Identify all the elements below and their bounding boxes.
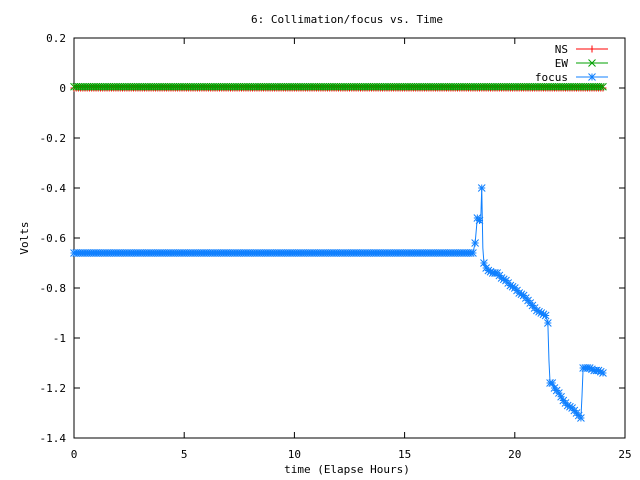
x-tick-label: 25	[618, 448, 631, 461]
x-axis-label: time (Elapse Hours)	[284, 463, 410, 476]
chart-title: 6: Collimation/focus vs. Time	[251, 13, 443, 26]
data-point	[475, 216, 484, 225]
data-point	[477, 184, 486, 192]
series-ew	[70, 82, 607, 91]
legend-label: EW	[555, 57, 569, 70]
series-line	[74, 187, 604, 420]
series-focus	[70, 184, 607, 422]
y-tick-label: -1	[53, 332, 66, 345]
legend-label: NS	[555, 43, 568, 56]
y-tick-label: -0.8	[40, 282, 67, 295]
data-point	[541, 311, 550, 320]
y-axis-label: Volts	[18, 221, 31, 254]
data-point	[577, 414, 585, 422]
y-tick-label: -0.4	[40, 182, 67, 195]
data-point	[544, 319, 552, 327]
data-point	[599, 369, 607, 377]
series-ns	[70, 84, 607, 92]
x-tick-label: 15	[398, 448, 411, 461]
axes: 0 5 10 15 20 25 0.2 0 -0.2 -0.4 -0.6 -0.8 -1 -1.2 -1.4	[40, 32, 632, 461]
series-layer	[70, 82, 607, 422]
data-point	[588, 73, 596, 81]
y-tick-label: -0.2	[40, 132, 67, 145]
y-tick-label: 0.2	[46, 32, 66, 45]
y-tick-label: -1.4	[40, 432, 67, 445]
data-point	[471, 239, 479, 247]
x-tick-label: 20	[508, 448, 521, 461]
data-point	[588, 45, 596, 53]
data-point	[588, 59, 596, 67]
y-tick-label: -1.2	[40, 382, 67, 395]
data-point	[599, 84, 607, 92]
x-tick-label: 0	[71, 448, 78, 461]
y-tick-label: 0	[59, 82, 66, 95]
y-tick-label: -0.6	[40, 232, 67, 245]
data-point	[596, 82, 605, 91]
data-point	[599, 82, 607, 91]
plot-area-border	[73, 37, 626, 439]
legend-label: focus	[535, 71, 568, 84]
x-tick-label: 5	[181, 448, 188, 461]
x-tick-label: 10	[288, 448, 301, 461]
data-point	[469, 249, 477, 257]
